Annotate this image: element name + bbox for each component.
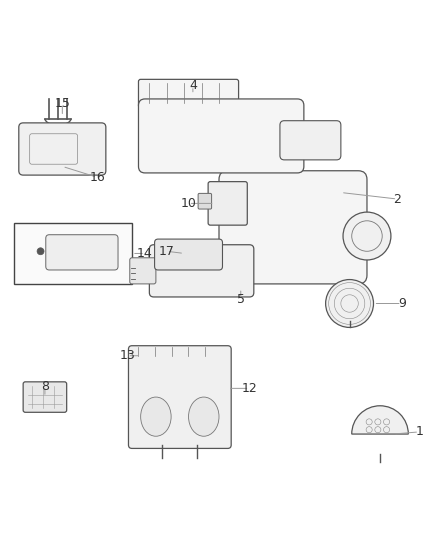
Text: 17: 17 [159, 245, 175, 258]
FancyBboxPatch shape [208, 182, 247, 225]
Circle shape [325, 279, 374, 327]
Wedge shape [352, 406, 408, 434]
Text: 13: 13 [120, 349, 135, 362]
Text: 9: 9 [398, 297, 406, 310]
FancyBboxPatch shape [280, 120, 341, 160]
FancyBboxPatch shape [155, 239, 223, 270]
Circle shape [343, 212, 391, 260]
FancyBboxPatch shape [128, 346, 231, 448]
Circle shape [37, 248, 44, 255]
FancyBboxPatch shape [149, 245, 254, 297]
Text: 12: 12 [242, 382, 258, 395]
Text: 10: 10 [180, 197, 197, 210]
FancyBboxPatch shape [46, 235, 118, 270]
FancyBboxPatch shape [19, 123, 106, 175]
FancyBboxPatch shape [138, 99, 304, 173]
Bar [14, 223, 132, 284]
FancyBboxPatch shape [23, 382, 67, 413]
Text: 4: 4 [189, 79, 197, 92]
Text: 16: 16 [89, 171, 105, 184]
FancyBboxPatch shape [130, 258, 156, 284]
Text: 14: 14 [137, 247, 153, 260]
Text: 2: 2 [393, 192, 401, 206]
Ellipse shape [141, 397, 171, 436]
Text: 8: 8 [41, 379, 49, 393]
FancyBboxPatch shape [219, 171, 367, 284]
FancyBboxPatch shape [138, 79, 239, 108]
Text: 1: 1 [415, 425, 423, 438]
Ellipse shape [188, 397, 219, 436]
Text: 15: 15 [54, 97, 70, 110]
FancyBboxPatch shape [198, 193, 212, 209]
Text: 5: 5 [237, 293, 245, 305]
